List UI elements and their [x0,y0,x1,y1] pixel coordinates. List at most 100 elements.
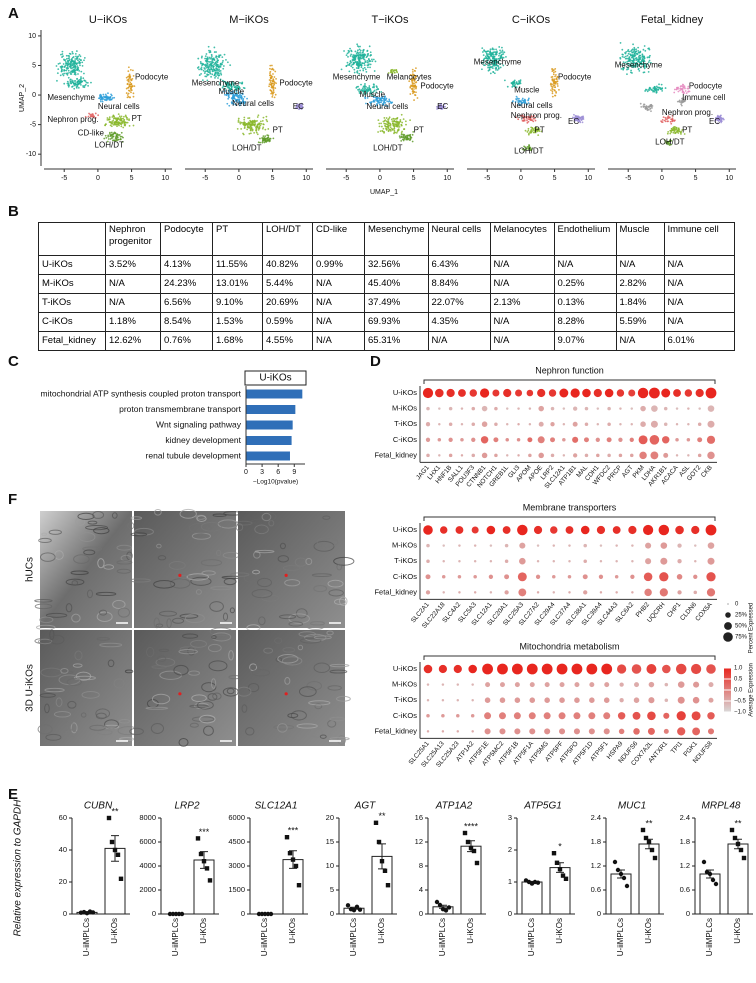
umap-cell [108,118,110,121]
umap-cell [206,64,209,67]
category-label: U-iKOs [288,918,297,944]
umap-cell [274,70,277,73]
umap-cell [362,67,364,70]
umap-cell [354,50,357,53]
table-cell: N/A [489,255,555,275]
umap-cell [78,53,81,56]
umap-cell [80,76,82,78]
umap-cell [204,57,207,60]
expression-dot [550,422,555,427]
umap-cell [201,64,203,67]
umap-cell [108,96,111,99]
category-label: proton transmembrane transport [119,404,242,414]
umap-cell [61,56,63,58]
y-tick-label: 0 [63,909,67,918]
expression-dot [529,728,536,735]
umap-cell [485,52,488,55]
data-point [732,835,738,841]
umap-cell [132,95,135,98]
umap-cell [111,97,114,99]
umap-cell [219,72,222,75]
expression-dot [596,525,606,535]
cluster-label: EC [568,117,579,126]
umap-cell [370,104,372,106]
umap-cell [117,138,120,141]
umap-cell [374,99,377,102]
y-tick-label: 5 [32,62,36,69]
y-tick-label: 20 [326,813,334,822]
umap-cell [501,53,504,56]
umap-cell [217,65,220,68]
umap-cell [269,70,272,73]
expression-dot [663,406,668,411]
expression-dot [559,728,566,735]
umap-cell [259,124,262,127]
umap-cell [406,136,409,139]
umap-cell [242,100,245,103]
expression-dot [499,682,505,688]
umap-cell [104,124,107,127]
umap-cell [253,119,256,122]
expression-dot [631,559,634,563]
umap-cell [627,58,630,60]
umap-cell [358,59,361,62]
umap-cell [238,94,241,97]
umap-cell [642,103,645,106]
expression-dot [583,590,588,595]
umap-cell [122,117,125,120]
umap-cell [350,49,353,52]
expression-dot [519,542,526,549]
expression-dot [504,590,509,595]
expression-dot [637,387,649,399]
umap-cell [205,53,208,55]
expression-dot [468,664,477,674]
umap-cell [130,87,132,90]
expression-dot [619,682,624,687]
umap-cell [347,64,349,66]
color-tick-label: 0.5 [734,677,743,683]
umap-cell [643,71,646,74]
umap-cell [356,51,359,54]
umap-cell [106,119,109,121]
expression-dot [550,437,555,443]
expression-dot [504,559,509,563]
size-legend-label: 0 [735,602,739,608]
umap-cell [83,59,85,62]
umap-cell [104,93,107,96]
umap-cell [629,71,632,74]
expression-dot [489,544,493,547]
expression-dot [601,663,613,675]
expression-dot [504,543,509,548]
umap-cell [225,85,228,88]
umap-title: T−iKOs [372,14,409,26]
gene-title: AGT [354,801,376,812]
category-label: U-iiMPLCs [705,918,714,956]
umap-cell [198,68,200,71]
table-cell: 65.31% [364,331,429,351]
umap-cell [249,124,252,127]
expression-dot [675,454,679,457]
data-point [462,830,468,836]
umap-cell [228,104,231,107]
expression-dot [633,728,640,735]
expression-dot [544,697,550,703]
expression-dot [599,544,603,547]
umap-cell [202,69,205,72]
category-label: U-iiMPLCs [82,918,91,956]
umap-cell [495,66,498,69]
umap-cell [236,101,239,104]
umap-cell [120,115,123,118]
expression-dot [488,574,494,579]
umap-cell [232,84,235,87]
umap-cell [550,89,552,92]
umap-cell [369,63,372,66]
umap-cell [272,89,275,92]
y-tick-label: 1.8 [680,837,690,846]
umap-cell [357,45,360,48]
umap-cell [61,68,63,71]
expression-dot [571,663,583,675]
umap-cell [104,96,107,99]
size-legend-dot [723,632,733,642]
data-point [195,836,201,841]
umap-cell [409,85,412,88]
